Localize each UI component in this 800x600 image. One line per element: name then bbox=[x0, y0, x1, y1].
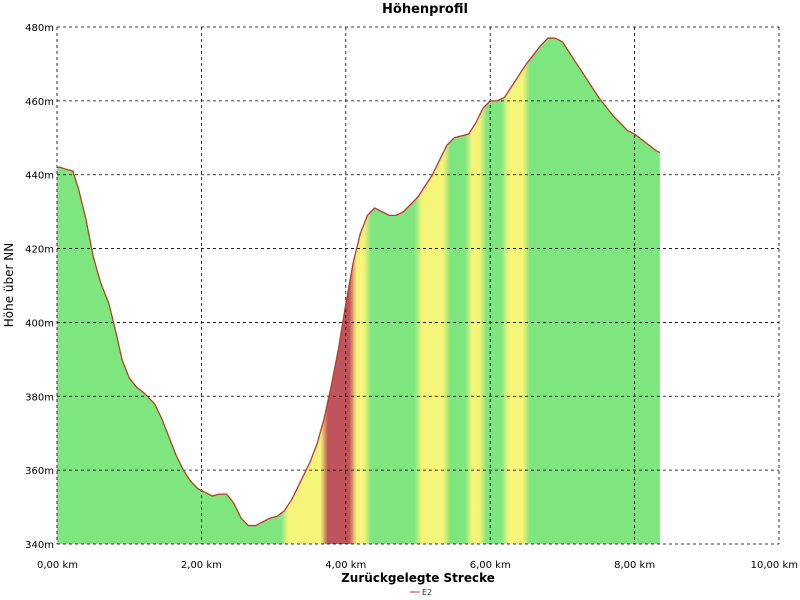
legend-label-e2: E2 bbox=[422, 588, 432, 597]
grid-layer bbox=[56, 26, 780, 545]
y-tick-label-2: 380m bbox=[25, 392, 54, 403]
x-tick-label-1: 2,00 km bbox=[181, 560, 222, 571]
y-tick-label-7: 480m bbox=[25, 23, 54, 34]
series-e2-area bbox=[57, 38, 660, 544]
area-layer bbox=[57, 38, 660, 544]
x-tick-labels: 0,00 km 2,00 km 4,00 km 6,00 km 8,00 km 10,00… bbox=[37, 560, 798, 571]
x-tick-label-4: 8,00 km bbox=[614, 560, 655, 571]
chart-title: Höhenprofil bbox=[382, 2, 468, 17]
y-tick-label-0: 340m bbox=[25, 540, 54, 551]
legend: E2 bbox=[410, 588, 432, 597]
series-e2-line bbox=[57, 37, 661, 527]
x-tick-label-5: 10,00 km bbox=[751, 560, 798, 571]
y-tick-labels: 340m 360m 380m 400m 420m 440m 460m 480m bbox=[25, 23, 54, 551]
y-tick-label-4: 420m bbox=[25, 245, 54, 256]
y-axis-label: Höhe über NN bbox=[2, 243, 16, 327]
x-tick-label-2: 4,00 km bbox=[325, 560, 366, 571]
line-layer bbox=[57, 37, 661, 527]
x-axis-label: Zurückgelegte Strecke bbox=[341, 571, 495, 585]
x-tick-label-3: 6,00 km bbox=[470, 560, 511, 571]
y-tick-label-3: 400m bbox=[25, 318, 54, 329]
x-tick-label-0: 0,00 km bbox=[37, 560, 78, 571]
y-tick-label-6: 460m bbox=[25, 97, 54, 108]
y-tick-label-5: 440m bbox=[25, 171, 54, 182]
y-tick-label-1: 360m bbox=[25, 466, 54, 477]
